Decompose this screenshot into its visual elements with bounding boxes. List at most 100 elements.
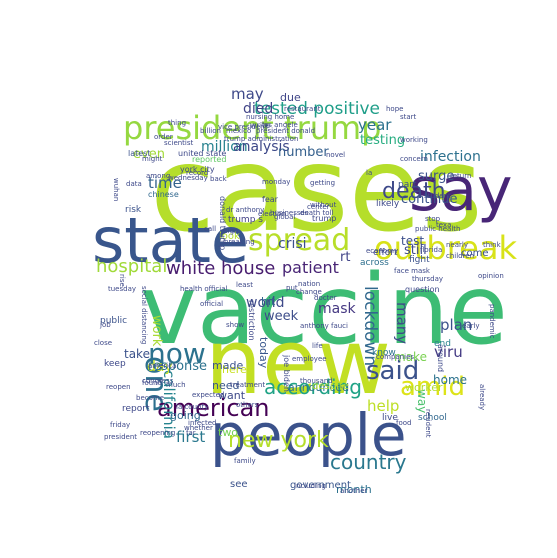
cloud-word-texa: texa (436, 221, 452, 229)
cloud-word-thursday: thursday (412, 275, 444, 283)
cloud-word-restriction: restriction (247, 300, 256, 341)
cloud-word-think: think (483, 241, 501, 249)
cloud-word-surge: surge (418, 169, 455, 184)
cloud-word-infection: infection (420, 149, 481, 165)
cloud-word-want: want (218, 389, 246, 402)
cloud-word-record: record (186, 169, 209, 177)
cloud-word-president-trump: president trump (123, 109, 382, 147)
cloud-word-scientist: scientist (164, 139, 194, 147)
cloud-word-trump-s: trump s (228, 215, 263, 225)
cloud-word-take: take (124, 347, 150, 361)
cloud-word-work: work (149, 315, 164, 347)
cloud-word-among: among (146, 172, 171, 180)
cloud-word-lockdown: lockdown (360, 286, 380, 367)
cloud-word-return: return (450, 172, 472, 180)
cloud-word-sign: sign (224, 227, 239, 235)
cloud-word-getting: getting (310, 179, 336, 187)
cloud-word-novel: novel (326, 151, 346, 159)
cloud-word-make: make (394, 350, 427, 364)
cloud-word-tested-positive: tested positive (254, 99, 380, 119)
cloud-word-see: see (230, 479, 248, 490)
cloud-word-close: close (94, 339, 113, 347)
cloud-word-today: today (257, 337, 270, 369)
cloud-word-despite: despite (312, 381, 349, 392)
cloud-word-social-distancing: social distancing (140, 286, 148, 345)
cloud-word-write: write (250, 121, 271, 130)
cloud-word-public-health: public health (415, 225, 461, 233)
cloud-word-la-county: la county (176, 403, 209, 411)
cloud-word-one: one (138, 356, 173, 412)
cloud-word-nation: nation (298, 280, 321, 288)
cloud-word-testing: testing (360, 133, 406, 148)
cloud-word-outbreak: outbreak (374, 229, 517, 267)
cloud-word-live: live (382, 413, 398, 423)
cloud-word-keep: keep (104, 359, 126, 369)
cloud-word-according: according (264, 375, 362, 399)
cloud-word-nursing-home: nursing home (246, 113, 295, 121)
cloud-word-economy: economy (366, 247, 399, 255)
cloud-word-anthony-fauci: anthony fauci (300, 322, 348, 330)
cloud-word-made: made (212, 359, 244, 372)
cloud-word-way: way (415, 389, 429, 414)
cloud-word-thousand: thousand (300, 377, 333, 385)
cloud-word-thing: thing (168, 119, 187, 127)
cloud-word-number: number (278, 145, 329, 160)
cloud-word-whether: whether (184, 424, 213, 432)
cloud-word-patient: patient (282, 258, 339, 277)
cloud-word-monday: monday (262, 178, 291, 186)
cloud-word-billion: billion (200, 127, 221, 135)
cloud-word-look: look (219, 231, 240, 242)
cloud-word-friday: friday (110, 421, 131, 429)
cloud-word-treatment: treatment (230, 381, 266, 389)
cloud-word-official: official (200, 300, 224, 308)
cloud-word-center: center (307, 203, 330, 211)
cloud-word-death-toll: death toll (300, 209, 334, 217)
cloud-word-trump: trump (312, 214, 337, 223)
cloud-word-week: week (264, 309, 299, 324)
cloud-word-latest: latest (128, 149, 151, 158)
cloud-word-hope: hope (386, 105, 404, 113)
cloud-word-health-official: health official (180, 285, 228, 293)
cloud-word-found: found (142, 379, 163, 387)
cloud-word-least: least (236, 281, 253, 289)
cloud-word-going: going (170, 409, 201, 422)
cloud-word-global: global (274, 213, 296, 221)
cloud-word-across: across (360, 258, 389, 268)
cloud-word-become: become (136, 394, 165, 402)
cloud-word-worker: worker (405, 381, 443, 394)
cloud-word-family: family (234, 457, 256, 465)
cloud-word-order: order (154, 133, 173, 141)
cloud-word-including: including (294, 482, 326, 490)
cloud-word-two: two (218, 426, 239, 439)
cloud-word-new-york: new york (228, 428, 329, 453)
cloud-word-employee: employee (292, 355, 327, 363)
cloud-word-tuesday: tuesday (108, 285, 137, 293)
cloud-word-nearly: nearly (446, 241, 468, 249)
cloud-word-early: early (462, 322, 480, 330)
cloud-word-vaccine: vaccine (140, 254, 508, 366)
cloud-word-may: may (231, 85, 264, 103)
cloud-word-president-donald: president donald (256, 127, 316, 135)
cloud-word-analysis: analysis (233, 139, 290, 155)
cloud-word-la: la (366, 169, 373, 177)
cloud-word-plan: plan (440, 316, 473, 334)
cloud-word-vice-president: vice president (218, 123, 268, 131)
cloud-word-student: student (424, 192, 451, 200)
cloud-word-crisi: crisi (278, 236, 307, 252)
cloud-word-might: might (142, 155, 163, 163)
cloud-word-hospital: hospital (96, 256, 168, 277)
cloud-word-know: know (372, 348, 396, 358)
cloud-word-life: life (312, 342, 323, 350)
cloud-word-continue: continue (401, 192, 458, 207)
cloud-word-death: death (382, 179, 446, 204)
cloud-word-rt: rt (340, 250, 351, 265)
cloud-word-reopen: reopen (106, 383, 131, 391)
cloud-word-government: government (290, 480, 351, 491)
cloud-word-due: due (280, 91, 301, 104)
cloud-word-united-state: united state (178, 149, 227, 158)
cloud-word-now: now (148, 337, 206, 370)
cloud-word-president: president (104, 433, 137, 441)
cloud-word-mexico: mexico (226, 127, 252, 135)
cloud-word-state: state (92, 204, 250, 277)
